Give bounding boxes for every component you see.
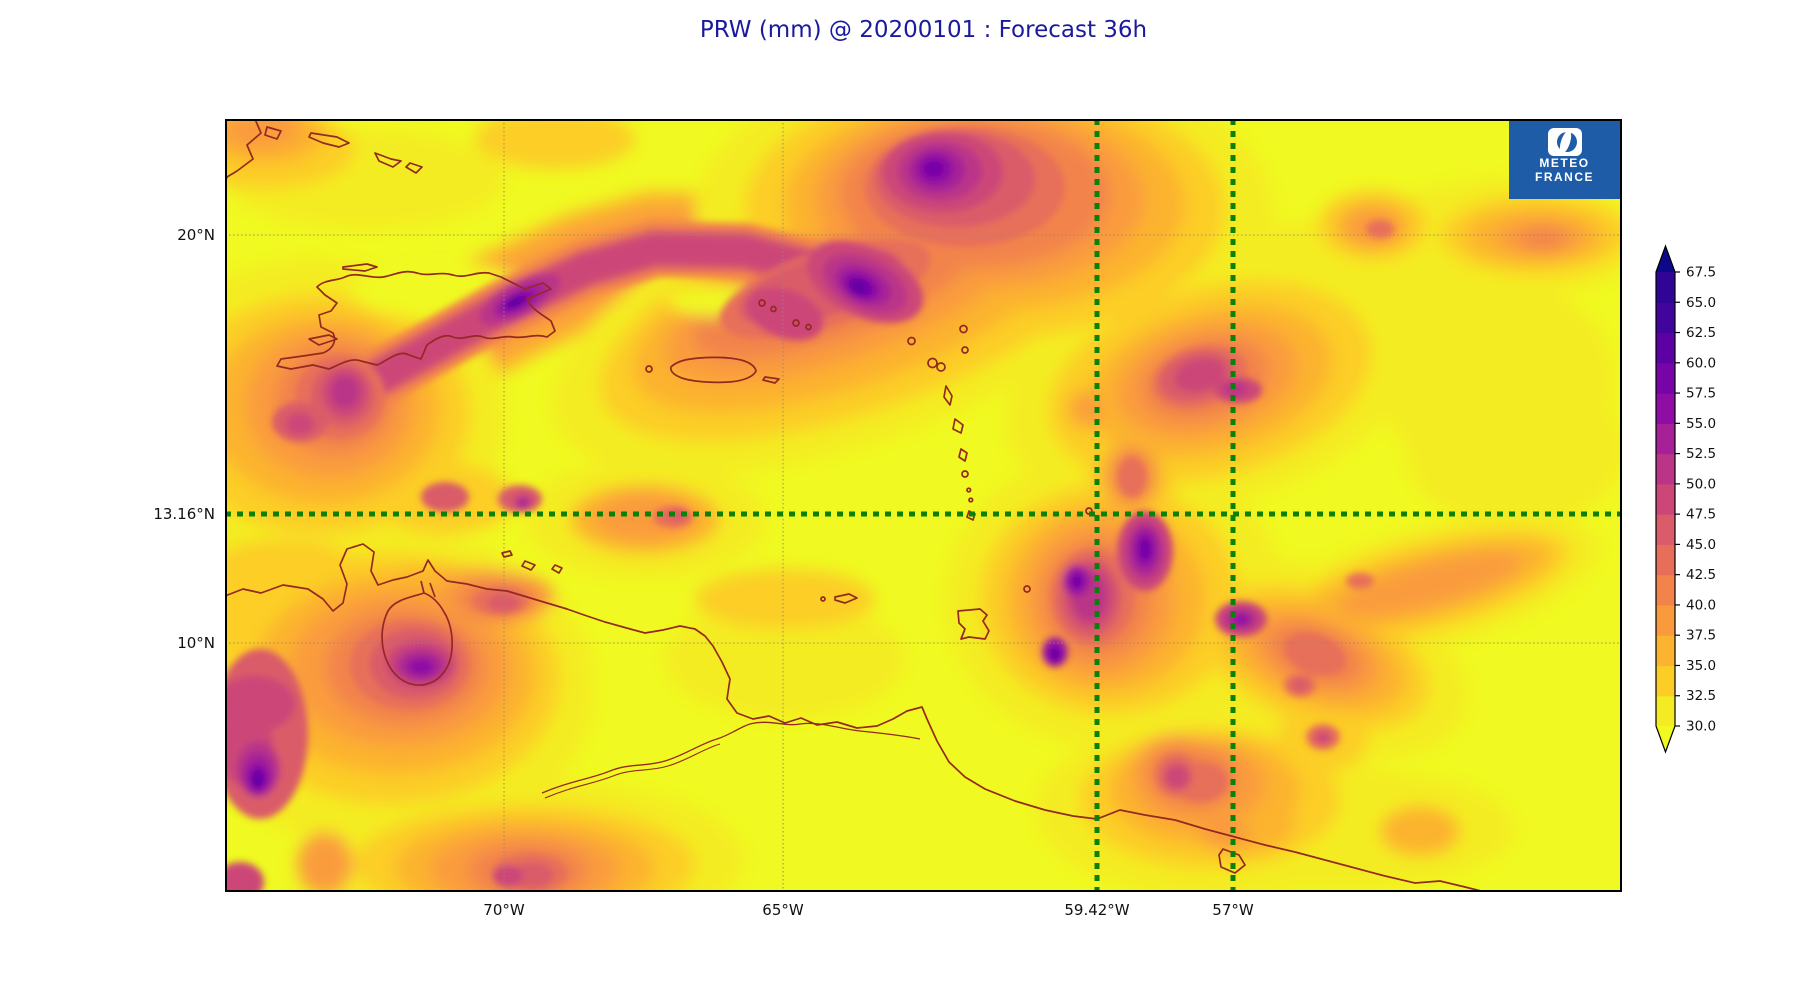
svg-text:50.0: 50.0	[1686, 476, 1716, 492]
x-tick-59.42W: 59.42°W	[1064, 901, 1130, 919]
y-tick-10N: 10°N	[177, 634, 215, 652]
svg-text:67.5: 67.5	[1686, 265, 1716, 281]
svg-text:55.0: 55.0	[1686, 416, 1716, 432]
coastline-windward-islands	[927, 357, 976, 521]
svg-text:47.5: 47.5	[1686, 507, 1716, 523]
river-orinoco-bank	[544, 743, 721, 799]
x-tick-65W: 65°W	[762, 901, 804, 919]
map-plot-area	[225, 119, 1622, 892]
x-tick-70W: 70°W	[483, 901, 525, 919]
svg-text:30.0: 30.0	[1686, 719, 1716, 735]
crosshair-lines	[225, 119, 1622, 892]
svg-text:62.5: 62.5	[1686, 325, 1716, 341]
map-border	[225, 119, 1622, 892]
coastline-guyana-island	[1218, 848, 1246, 874]
coastline-gonave	[308, 334, 338, 346]
svg-text:57.5: 57.5	[1686, 386, 1716, 402]
svg-text:37.5: 37.5	[1686, 628, 1716, 644]
coastline-barbados-tobago	[1023, 507, 1093, 593]
coastlines	[225, 119, 1486, 892]
x-tick-57W: 57°W	[1212, 901, 1254, 919]
svg-text:35.0: 35.0	[1686, 658, 1716, 674]
gridlines	[225, 119, 1622, 892]
colorbar: 30.0 32.5 35.0 37.5 40.0 42.5 45.0 47.5 50.0 52.5…	[1655, 244, 1716, 754]
logo-text-meteo: METEO	[1539, 156, 1590, 170]
meteo-france-logo: METEO FRANCE	[1509, 121, 1620, 199]
svg-text:45.0: 45.0	[1686, 537, 1716, 553]
coastline-margarita	[820, 593, 858, 604]
y-tick-20N: 20°N	[177, 226, 215, 244]
field-core-contours	[225, 127, 1394, 892]
coastline-leeward-islands	[758, 299, 969, 354]
river-orinoco	[541, 721, 921, 794]
prw-contour-map	[225, 119, 1622, 892]
coastline-puerto-rico	[670, 356, 757, 384]
meteo-france-logo-icon	[1547, 128, 1582, 156]
colorbar-tick-labels: 30.0 32.5 35.0 37.5 40.0 42.5 45.0 47.5 50.0 52.5…	[1675, 265, 1716, 735]
y-tick-13.16N: 13.16°N	[153, 505, 215, 523]
coastline-mona-vieques	[645, 365, 780, 384]
svg-text:52.5: 52.5	[1686, 446, 1716, 462]
coastline-abc-islands	[501, 550, 563, 574]
coastline-bahamas-islands	[264, 126, 423, 174]
logo-text-france: FRANCE	[1535, 170, 1594, 184]
svg-text:42.5: 42.5	[1686, 567, 1716, 583]
coastline-tortuga	[342, 263, 378, 272]
coastline-trinidad	[957, 608, 990, 640]
svg-text:32.5: 32.5	[1686, 688, 1716, 704]
colorbar-segments	[1656, 246, 1675, 752]
coastline-south-america	[225, 543, 1486, 892]
chart-title: PRW (mm) @ 20200101 : Forecast 36h	[699, 17, 1148, 43]
coastline-lake-maracaibo	[381, 580, 454, 686]
svg-text:40.0: 40.0	[1686, 597, 1716, 613]
coastline-hispaniola	[276, 270, 556, 370]
svg-text:65.0: 65.0	[1686, 295, 1716, 311]
svg-text:60.0: 60.0	[1686, 355, 1716, 371]
